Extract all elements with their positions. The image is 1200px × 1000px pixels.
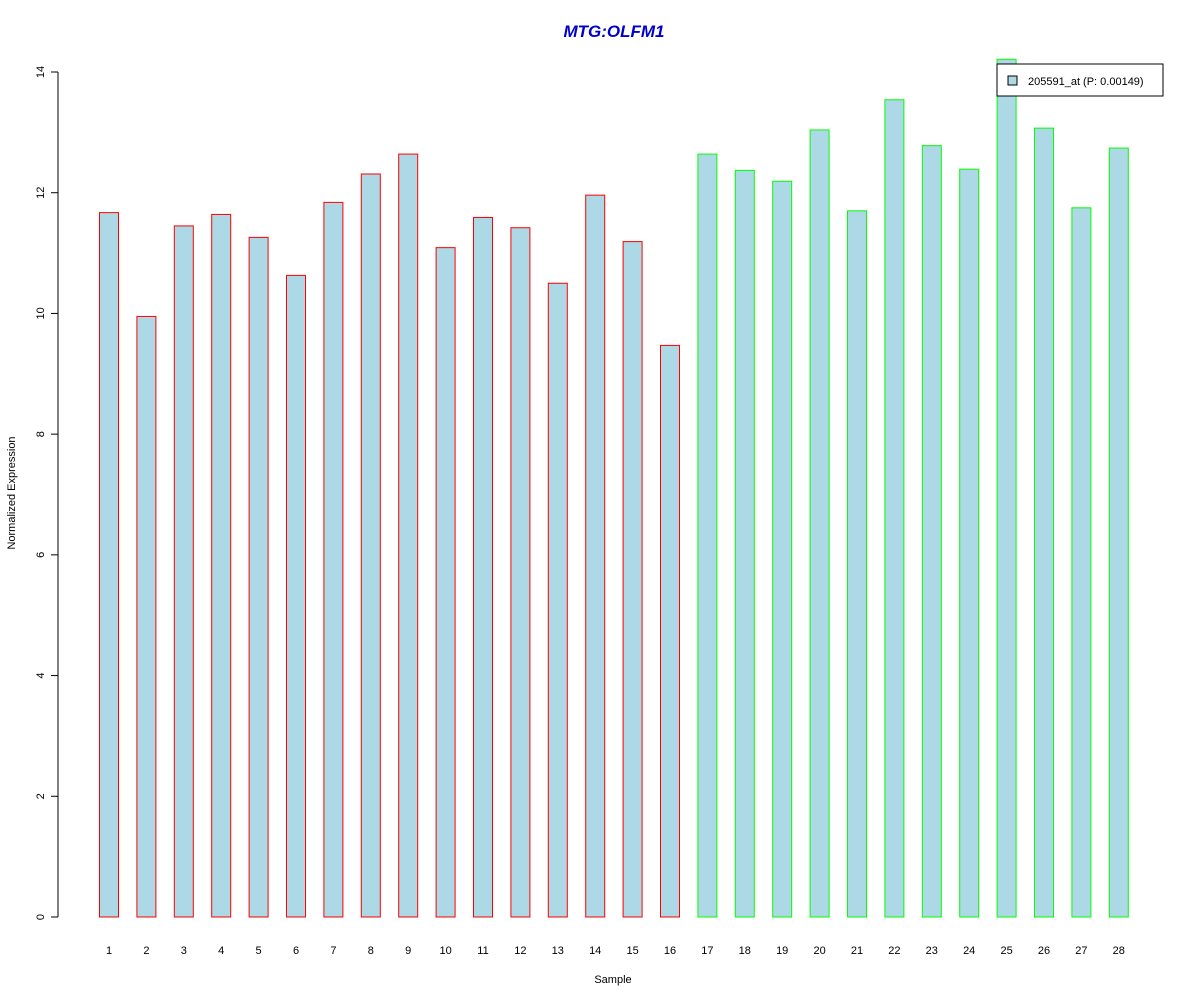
y-axis-label: Normalized Expression: [6, 436, 18, 549]
bar-sample-24: [959, 168, 980, 918]
bar-sample-12: [510, 227, 531, 918]
x-tick-label: 24: [963, 945, 975, 957]
x-tick-label: 8: [368, 945, 374, 957]
chart-title: MTG:OLFM1: [563, 22, 664, 41]
x-tick-label: 17: [701, 945, 713, 957]
y-tick-label: 14: [35, 66, 47, 78]
x-tick-label: 9: [405, 945, 411, 957]
bars: [99, 58, 1129, 918]
bar-sample-4: [211, 213, 232, 918]
x-tick-labels: 1 2 3 4 5 6 7 8 9 10 11 12 13 14 15 16 17 18 19 20 21 22 23 24 2…: [106, 945, 1125, 957]
bar-sample-18: [734, 169, 755, 918]
x-tick-label: 1: [106, 945, 112, 957]
bar-sample-16: [660, 344, 680, 918]
x-tick-label: 16: [664, 945, 676, 957]
x-tick-label: 27: [1075, 945, 1087, 957]
y-axis: 0 2 4 6 8 10 12 14: [35, 66, 59, 920]
bar-sample-27: [1071, 207, 1092, 918]
y-tick-label: 4: [35, 673, 47, 679]
y-tick-label: 12: [35, 187, 47, 199]
bar-sample-28: [1108, 147, 1129, 918]
bar-sample-2: [136, 315, 157, 918]
bar-sample-17: [697, 153, 718, 918]
bar-sample-25: [996, 58, 1017, 918]
legend-label: 205591_at (P: 0.00149): [1028, 76, 1144, 88]
x-tick-label: 15: [626, 945, 638, 957]
x-tick-label: 2: [143, 945, 149, 957]
bar-sample-20: [809, 129, 830, 918]
bar-sample-23: [921, 145, 942, 918]
y-tick-label: 8: [35, 431, 47, 437]
x-tick-label: 14: [589, 945, 601, 957]
x-tick-label: 18: [739, 945, 751, 957]
x-tick-label: 12: [514, 945, 526, 957]
x-tick-label: 22: [888, 945, 900, 957]
x-tick-label: 7: [330, 945, 336, 957]
bar-sample-5: [248, 236, 269, 918]
x-tick-label: 25: [1000, 945, 1012, 957]
bar-sample-13: [547, 282, 568, 918]
y-tick-label: 0: [35, 914, 47, 920]
x-tick-label: 4: [218, 945, 224, 957]
x-tick-label: 11: [477, 945, 488, 957]
x-tick-label: 13: [552, 945, 564, 957]
x-tick-label: 26: [1038, 945, 1050, 957]
bar-sample-21: [847, 210, 867, 918]
bar-sample-26: [1034, 127, 1054, 918]
y-tick-label: 10: [35, 307, 47, 319]
x-tick-label: 6: [293, 945, 299, 957]
x-tick-label: 28: [1113, 945, 1125, 957]
legend-box: [996, 63, 1164, 97]
bar-sample-1: [99, 212, 119, 918]
x-tick-label: 3: [181, 945, 187, 957]
y-tick-label: 2: [35, 793, 47, 799]
bar-sample-6: [286, 274, 306, 918]
bar-sample-15: [622, 241, 643, 918]
y-tick-label: 6: [35, 552, 47, 558]
x-tick-label: 20: [813, 945, 825, 957]
x-tick-label: 10: [439, 945, 451, 957]
bar-sample-7: [323, 201, 344, 918]
x-tick-label: 5: [256, 945, 262, 957]
x-tick-label: 23: [926, 945, 938, 957]
bar-sample-3: [173, 225, 194, 918]
bar-sample-19: [772, 180, 793, 918]
bar-sample-14: [585, 194, 606, 918]
bar-sample-8: [360, 173, 381, 918]
x-axis-label: Sample: [594, 974, 631, 986]
legend-swatch: [1007, 75, 1018, 86]
bar-sample-11: [473, 216, 493, 918]
bar-sample-9: [398, 153, 419, 918]
legend: 205591_at (P: 0.00149): [996, 63, 1164, 97]
bar-sample-22: [884, 99, 905, 918]
bar-sample-10: [435, 247, 456, 918]
x-tick-label: 21: [851, 945, 863, 957]
x-tick-label: 19: [776, 945, 788, 957]
